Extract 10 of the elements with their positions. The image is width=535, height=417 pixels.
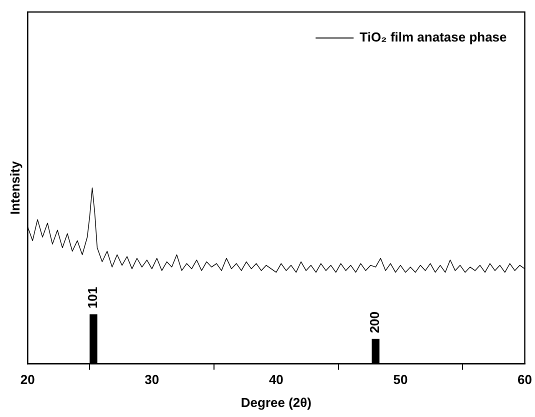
annotation: 101	[85, 286, 100, 309]
x-tick-label: 50	[393, 372, 408, 388]
x-tick-label: 20	[20, 372, 35, 388]
x-tick-label: 30	[144, 372, 160, 388]
x-axis-title: Degree (2θ)	[240, 394, 312, 410]
annotation: 200	[367, 311, 382, 334]
legend-label: TiO₂ film anatase phase	[360, 30, 507, 45]
x-tick-label: 60	[518, 372, 532, 388]
x-tick-label: 40	[268, 372, 284, 388]
y-axis-title: Intensity	[7, 160, 22, 215]
